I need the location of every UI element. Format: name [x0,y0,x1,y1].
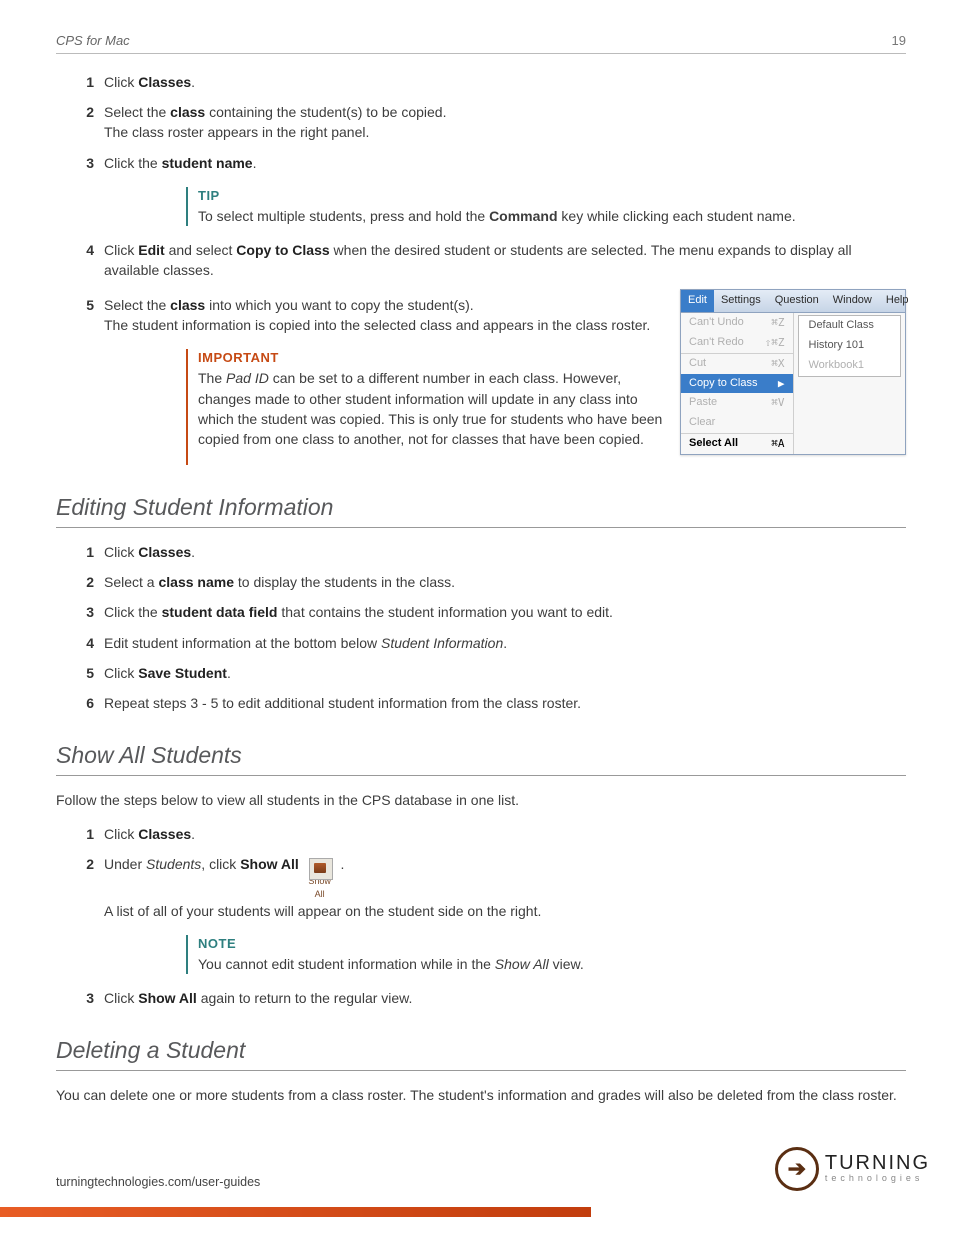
submenu-item: History 101 [799,336,901,356]
step-2: 2 Select the class containing the studen… [90,102,906,143]
heading-editing: Editing Student Information [56,491,906,527]
step: 5Click Save Student. [90,663,906,683]
note-body: You cannot edit student information whil… [198,954,906,974]
editing-steps: 1Click Classes. 2Select a class name to … [56,542,906,714]
heading-deleting: Deleting a Student [56,1034,906,1070]
note-callout: NOTE You cannot edit student information… [186,935,906,974]
step: 3Click Show All again to return to the r… [90,988,906,1008]
step: 1Click Classes. [90,542,906,562]
copy-steps-cont: 4 Click Edit and select Copy to Class wh… [56,240,906,281]
turning-logo: ➔ TURNING technologies [775,1147,930,1191]
step: 6Repeat steps 3 - 5 to edit additional s… [90,693,906,713]
footer-url: turningtechnologies.com/user-guides [56,1173,260,1191]
step-5: 5 Select the class into which you want t… [90,295,906,336]
showall-intro: Follow the steps below to view all stude… [56,790,906,810]
showall-steps: 1Click Classes. 2 Under Students, click … [56,824,906,921]
show-all-icon [309,858,333,880]
step-1: 1 Click Classes. [90,72,906,92]
submenu-item: Workbook1 [799,356,901,376]
menu-item: Can't Redo⇧⌘Z [681,333,793,353]
step: 2 Under Students, click Show All Show Al… [90,854,906,921]
footer: turningtechnologies.com/user-guides ➔ TU… [56,1147,930,1191]
menu-item-copy-to-class: Copy to Class▶ [681,374,793,394]
menu-item: Clear [681,413,793,433]
tip-body: To select multiple students, press and h… [198,206,906,226]
step: 4Edit student information at the bottom … [90,633,906,653]
menu-item: Cut⌘X [681,353,793,374]
brand-name: TURNING [825,1152,930,1174]
tip-label: TIP [198,187,906,206]
step-4: 4 Click Edit and select Copy to Class wh… [90,240,906,281]
note-label: NOTE [198,935,906,954]
tip-callout: TIP To select multiple students, press a… [186,187,906,226]
heading-showall: Show All Students [56,739,906,775]
brand-sub: technologies [825,1173,924,1183]
step: 2Select a class name to display the stud… [90,572,906,592]
doc-title: CPS for Mac [56,32,130,51]
step: 1Click Classes. [90,824,906,844]
showall-steps-3: 3Click Show All again to return to the r… [56,988,906,1008]
step: 3Click the student data field that conta… [90,602,906,622]
menu-item: Paste⌘V [681,393,793,413]
page-number: 19 [892,32,906,51]
copy-steps-5: 5 Select the class into which you want t… [56,295,906,336]
deleting-intro: You can delete one or more students from… [56,1085,906,1105]
menu-item: Select All⌘A [681,433,793,454]
running-header: CPS for Mac 19 [56,32,906,54]
step-3: 3 Click the student name. [90,153,906,173]
page: CPS for Mac 19 1 Click Classes. 2 Select… [0,0,954,1235]
accent-bar [0,1207,591,1217]
turning-logo-icon: ➔ [775,1147,819,1191]
copy-steps: 1 Click Classes. 2 Select the class cont… [56,72,906,173]
